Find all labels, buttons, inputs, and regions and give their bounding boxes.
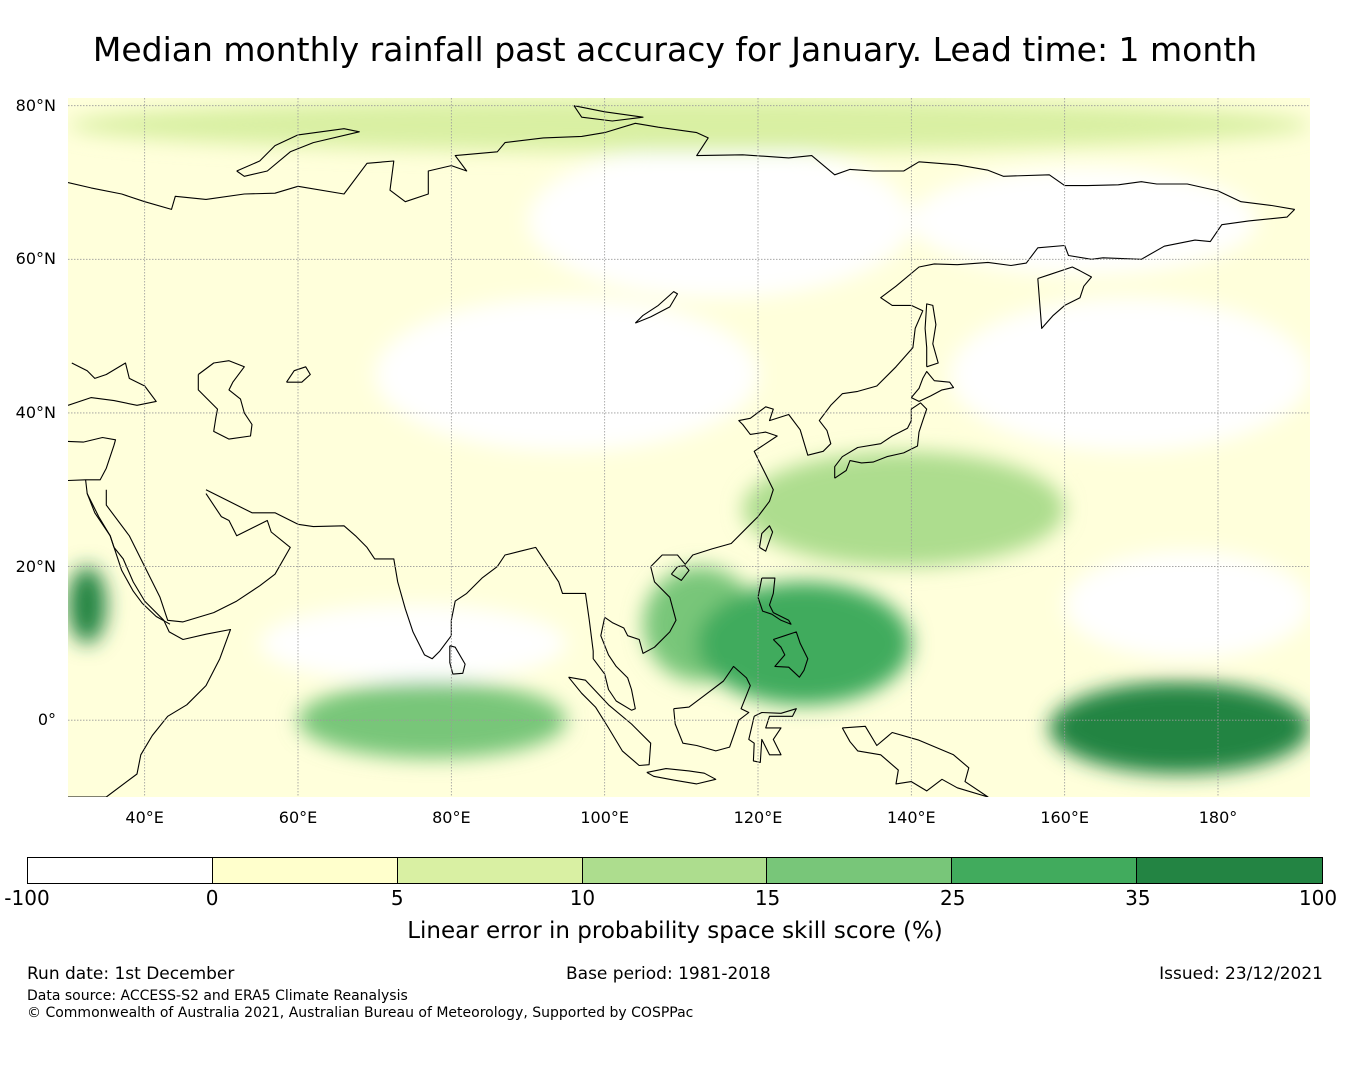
longitude-label: 40°E: [125, 808, 164, 827]
coastline-segment: [646, 768, 717, 785]
longitude-label: 120°E: [733, 808, 783, 827]
region-philippine-sea-maritime-continent: [696, 581, 912, 705]
coastline-segment: [673, 665, 751, 752]
run-date: Run date: 1st December: [27, 964, 235, 984]
coastline-segment: [449, 645, 466, 675]
latitude-label: 80°N: [15, 95, 56, 115]
longitude-label: 60°E: [278, 808, 318, 827]
coastline-segment: [834, 402, 928, 479]
colorbar-tick-label: 15: [754, 886, 781, 910]
longitude-label: 140°E: [887, 808, 936, 827]
coastline-segment: [568, 676, 652, 767]
colorbar-segment: [582, 858, 768, 883]
coastline-segment: [758, 525, 774, 552]
colorbar-tick-label: -100: [4, 886, 50, 910]
colorbar-segment: [397, 858, 583, 883]
colorbar-tick-label: 10: [569, 886, 596, 910]
region-arabian-sea-indian-ocean-south: [259, 604, 567, 682]
colorbar-segment: [212, 858, 398, 883]
coastline-segment: [634, 291, 679, 324]
latitude-label: 60°N: [15, 249, 56, 269]
region-tropical-pacific-north: [1064, 551, 1310, 659]
coastline-segment: [924, 303, 939, 368]
map-canvas: [68, 98, 1310, 797]
longitude-label: 160°E: [1040, 808, 1089, 827]
copyright: © Commonwealth of Australia 2021, Austra…: [27, 1005, 694, 1021]
coastlines: [68, 105, 1296, 797]
colorbar-segment: [28, 858, 213, 883]
map-title: Median monthly rainfall past accuracy fo…: [92, 30, 1258, 69]
skill-score-map: [68, 98, 1310, 797]
colorbar-segment: [1137, 858, 1323, 883]
coastline-segment: [68, 122, 1295, 210]
issued-date: Issued: 23/12/2021: [1159, 964, 1323, 984]
latitude-label: 0°: [37, 710, 56, 730]
coastline-segment: [670, 565, 690, 581]
coastline-segment: [841, 725, 989, 797]
region-northeast-siberia: [911, 167, 1257, 275]
longitude-label: 180°: [1198, 808, 1238, 827]
colorbar-tick-label: 25: [939, 886, 966, 910]
longitude-label: 80°E: [432, 808, 471, 827]
coastline-segment: [757, 577, 792, 625]
colorbar: [27, 857, 1323, 884]
colorbar-segment: [952, 858, 1138, 883]
graticule: [68, 98, 1310, 797]
region-equatorial-pacific: [1049, 681, 1310, 774]
data-source: Data source: ACCESS-S2 and ERA5 Climate …: [27, 988, 408, 1004]
colorbar-tick-label: 100: [1298, 886, 1338, 910]
colorbar-tick-label: 5: [390, 886, 404, 910]
region-north-pacific: [949, 297, 1310, 452]
region-japan-east-china-sea: [742, 451, 1065, 567]
region-arctic-margins: [68, 98, 1310, 152]
colorbar-label: Linear error in probability space skill …: [407, 918, 943, 944]
longitude-label: 100°E: [580, 808, 629, 827]
region-siberia-north-asia: [528, 144, 912, 298]
colorbar-segment: [767, 858, 953, 883]
colorbar-tick-label: 35: [1125, 886, 1151, 910]
coastline-segment: [910, 370, 955, 402]
coastline-segment: [772, 631, 809, 678]
region-east-africa-coast: [68, 566, 107, 644]
coastline-segment: [105, 489, 291, 623]
coastline-segment: [68, 436, 117, 482]
coastline-segment: [573, 105, 644, 122]
colorbar-tick-label: 0: [205, 886, 219, 910]
coastline-segment: [286, 366, 311, 383]
coastline-segment: [86, 493, 171, 625]
base-period: Base period: 1981-2018: [566, 964, 771, 984]
region-central-asia-mongolia: [374, 297, 758, 452]
coastline-segment: [197, 360, 253, 440]
latitude-label: 20°N: [15, 556, 56, 576]
latitude-label: 40°N: [15, 402, 56, 422]
coastline-segment: [205, 209, 1296, 711]
coastline-segment: [68, 362, 157, 406]
coastline-segment: [748, 708, 797, 763]
coastline-segment: [236, 128, 360, 177]
